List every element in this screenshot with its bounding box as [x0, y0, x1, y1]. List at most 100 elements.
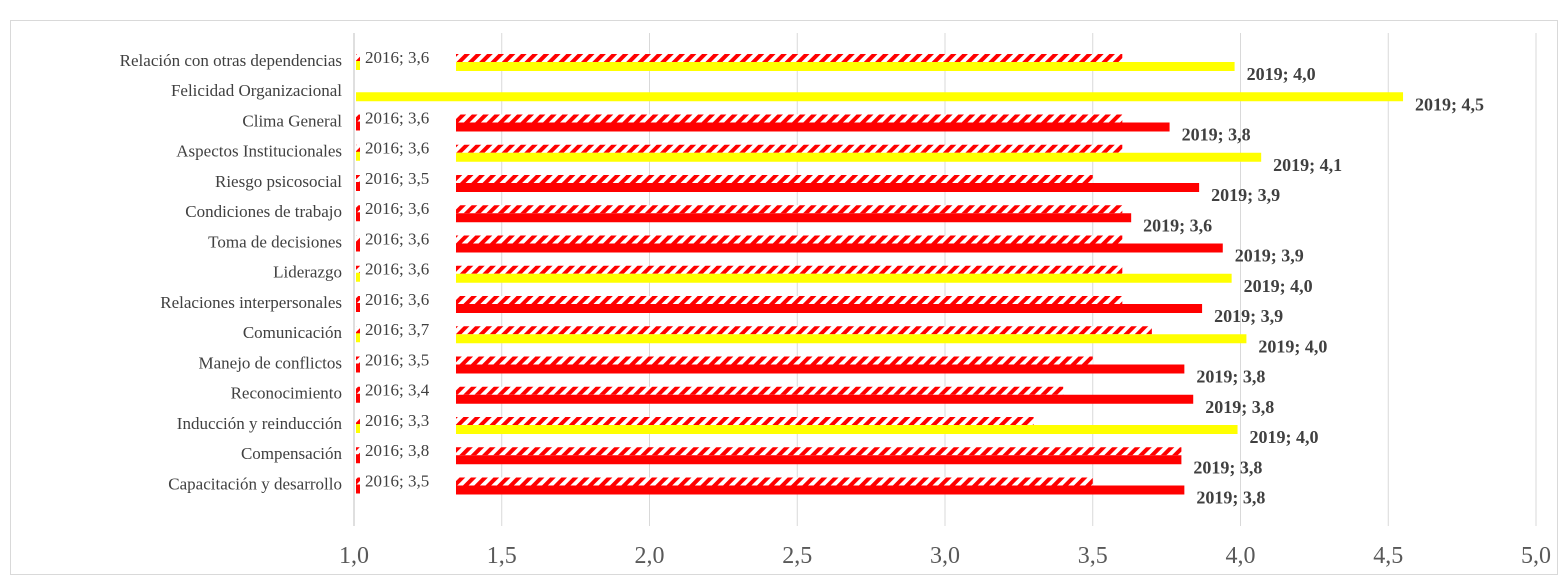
- bar-2016: [456, 144, 1123, 153]
- bar-2019: [456, 334, 1247, 344]
- bar-2019-marker: [356, 121, 360, 131]
- bar-2019: [456, 122, 1170, 132]
- data-label-2019: 2019; 3,8: [1196, 367, 1265, 387]
- bar-2019: [456, 152, 1262, 162]
- bar-2019: [456, 485, 1185, 495]
- category-labels: Relación con otras dependencias Felicidad…: [120, 51, 343, 494]
- bar-2016: [456, 447, 1182, 456]
- data-label-2019: 2019; 4,0: [1258, 336, 1327, 356]
- bar-2016: [456, 326, 1152, 335]
- data-label-2016: 2016; 3,3: [365, 411, 429, 430]
- bar-2019: [456, 364, 1185, 374]
- data-label-2016: 2016; 3,5: [365, 350, 429, 369]
- category-label: Liderazgo: [273, 263, 342, 282]
- bar-2016-marker: [356, 144, 360, 154]
- bar-2016-marker: [356, 447, 360, 457]
- bar-2019: [456, 273, 1232, 283]
- x-tick-label: 1,0: [339, 543, 369, 569]
- bar-2019-marker: [356, 333, 360, 343]
- bar-2016-marker: [356, 356, 360, 366]
- data-label-2016: 2016; 3,4: [365, 381, 430, 400]
- bar-2016: [456, 356, 1093, 365]
- bar-2016-marker: [356, 386, 360, 396]
- bar-2016: [456, 235, 1123, 244]
- bar-2019-marker: [356, 242, 360, 252]
- bar-2016-marker: [356, 54, 360, 63]
- x-tick-label: 4,0: [1226, 543, 1256, 569]
- bar-2019-marker: [356, 363, 360, 373]
- x-tick-label: 3,5: [1078, 543, 1108, 569]
- category-label: Condiciones de trabajo: [185, 202, 342, 221]
- category-label: Relación con otras dependencias: [120, 51, 342, 70]
- data-label-2019: 2019; 3,6: [1143, 215, 1212, 235]
- bar-2016: [456, 265, 1123, 274]
- category-label: Relaciones interpersonales: [160, 293, 342, 312]
- data-label-2016: 2016; 3,6: [365, 48, 429, 67]
- category-label: Capacitación y desarrollo: [168, 474, 342, 493]
- data-label-2019: 2019; 3,9: [1214, 306, 1283, 326]
- bar-2016: [456, 175, 1093, 183]
- data-label-2019: 2019; 3,9: [1211, 185, 1280, 205]
- data-label-2016: 2016; 3,5: [365, 471, 429, 490]
- bar-2019: [456, 243, 1223, 253]
- bar-2016: [456, 114, 1123, 123]
- bar-2019-marker: [356, 182, 360, 191]
- category-label: Clima General: [242, 111, 342, 130]
- bar-2016-marker: [356, 326, 360, 336]
- data-label-2019: 2019; 4,1: [1273, 155, 1342, 175]
- data-label-2016: 2016; 3,6: [365, 199, 429, 218]
- bar-2016-marker: [356, 175, 360, 184]
- bar-2016-marker: [356, 235, 360, 245]
- bar-2019: [456, 425, 1238, 434]
- data-label-2016: 2016; 3,8: [365, 441, 429, 460]
- category-label: Inducción y reinducción: [177, 414, 343, 433]
- category-label: Felicidad Organizacional: [171, 81, 342, 100]
- bar-2019: [456, 394, 1194, 404]
- data-label-2016: 2016; 3,6: [365, 290, 429, 309]
- category-label: Aspectos Institucionales: [176, 142, 342, 161]
- category-label: Toma de decisiones: [208, 232, 342, 251]
- bar-2019-marker: [356, 393, 360, 403]
- data-label-2019: 2019; 4,0: [1244, 276, 1313, 296]
- bar-2019: [456, 304, 1203, 313]
- bar-2016: [456, 205, 1123, 214]
- bar-chart: 2016; 3,6 2019; 4,0 2019; 4,5 2016; 3,6 2019…: [120, 33, 1551, 569]
- bars: 2016; 3,6 2019; 4,0 2019; 4,5 2016; 3,6 2019…: [356, 48, 1484, 508]
- category-label: Compensación: [241, 444, 343, 463]
- bar-2016: [456, 417, 1034, 425]
- category-label: Manejo de conflictos: [198, 353, 342, 372]
- chart-frame: 2016; 3,6 2019; 4,0 2019; 4,5 2016; 3,6 2019…: [10, 20, 1558, 575]
- bar-2019: [356, 92, 1404, 102]
- data-label-2019: 2019; 3,8: [1205, 397, 1274, 417]
- x-tick-label: 2,5: [782, 543, 812, 569]
- data-label-2016: 2016; 3,5: [365, 169, 429, 188]
- data-label-2019: 2019; 4,5: [1415, 94, 1484, 114]
- bar-2016-marker: [356, 114, 360, 124]
- bar-2016-marker: [356, 477, 360, 487]
- bar-2016: [456, 386, 1064, 395]
- data-label-2016: 2016; 3,6: [365, 108, 429, 127]
- bar-2019: [456, 62, 1235, 71]
- bar-2019-marker: [356, 212, 360, 222]
- bar-2019-marker: [356, 484, 360, 494]
- bar-2019: [456, 183, 1200, 192]
- x-tick-label: 2,0: [635, 543, 665, 569]
- category-label: Reconocimiento: [231, 384, 342, 403]
- category-label: Riesgo psicosocial: [215, 172, 342, 191]
- bar-2016-marker: [356, 205, 360, 215]
- data-label-2016: 2016; 3,6: [365, 229, 429, 248]
- x-axis-tick-labels: 1,0 1,5 2,0 2,5 3,0 3,5 4,0 4,5 5,0: [339, 543, 1551, 569]
- data-label-2019: 2019; 3,8: [1196, 488, 1265, 508]
- data-label-2016: 2016; 3,7: [365, 320, 430, 339]
- bar-2016-marker: [356, 296, 360, 305]
- bar-2016: [456, 296, 1123, 304]
- data-label-2019: 2019; 4,0: [1250, 427, 1319, 447]
- data-label-2019: 2019; 4,0: [1247, 64, 1316, 84]
- category-label: Comunicación: [243, 323, 343, 342]
- data-label-2016: 2016; 3,6: [365, 139, 429, 158]
- bar-2016: [456, 54, 1123, 62]
- x-tick-label: 1,5: [487, 543, 517, 569]
- bar-2019-marker: [356, 61, 360, 70]
- bar-2019: [456, 455, 1182, 465]
- bar-2019-marker: [356, 454, 360, 464]
